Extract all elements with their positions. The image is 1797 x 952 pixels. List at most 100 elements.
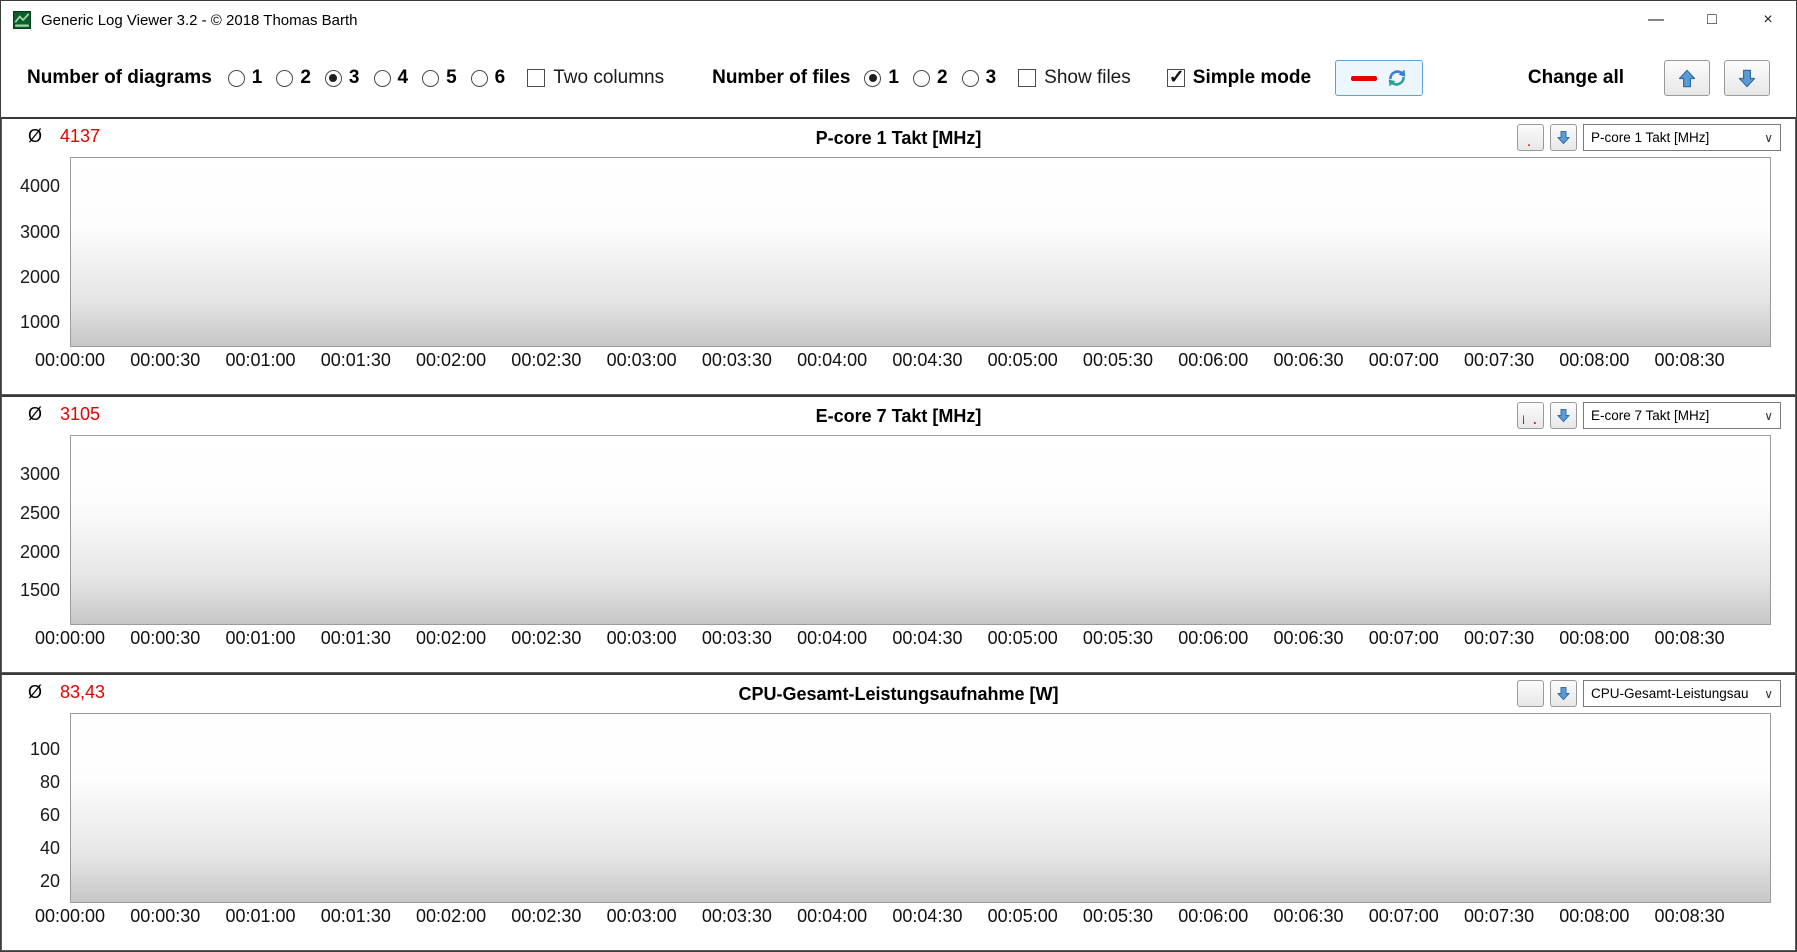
two-columns-label: Two columns	[553, 67, 665, 88]
radio-icon	[422, 69, 440, 87]
average-value: 4137	[60, 126, 101, 146]
y-tick-label: 2000	[19, 267, 60, 288]
average-readout: Ø 3105	[28, 404, 100, 425]
x-tick-label: 00:04:30	[892, 628, 963, 648]
radio-diagrams-4[interactable]: 4	[373, 67, 409, 89]
plot-area	[70, 713, 1771, 903]
two-columns-checkbox[interactable]: Two columns	[527, 67, 664, 89]
radio-label: 5	[446, 67, 457, 88]
checkbox-icon	[527, 69, 546, 87]
panel-header: Ø 3105 E-core 7 Takt [MHz] E-core 7 Takt…	[12, 399, 1785, 433]
data-line	[1523, 415, 1536, 424]
move-up-button[interactable]	[1517, 680, 1544, 707]
radio-diagrams-5[interactable]: 5	[422, 67, 457, 89]
x-tick-label: 00:00:30	[130, 350, 201, 370]
x-tick-label: 00:03:00	[606, 628, 677, 648]
x-tick-label: 00:07:30	[1464, 350, 1535, 370]
radio-icon	[961, 69, 979, 87]
chart-title: P-core 1 Takt [MHz]	[815, 127, 982, 148]
radio-diagrams-6[interactable]: 6	[470, 67, 506, 89]
x-tick-label: 00:08:30	[1654, 906, 1725, 926]
y-tick-label: 80	[39, 772, 60, 793]
average-readout: Ø 4137	[28, 126, 100, 147]
change-all-up-button[interactable]	[1664, 60, 1710, 96]
radio-diagrams-1[interactable]: 1	[227, 67, 262, 89]
x-tick-label: 00:04:00	[797, 906, 868, 926]
x-tick-label: 00:02:00	[416, 350, 487, 370]
x-tick-label: 00:04:30	[892, 350, 963, 370]
radio-files-3[interactable]: 3	[961, 67, 997, 89]
close-button[interactable]: ×	[1740, 1, 1796, 39]
number-of-files-label: Number of files	[712, 67, 851, 88]
x-tick-label: 00:08:00	[1559, 906, 1630, 926]
radio-files-2[interactable]: 2	[913, 67, 948, 89]
x-axis-labels: 00:00:00 00:00:30 00:01:00 00:01:30 00:02:00…	[35, 347, 1771, 375]
x-tick-label: 00:01:00	[225, 628, 296, 648]
average-symbol: Ø	[28, 126, 43, 146]
series-dropdown[interactable]: P-core 1 Takt [MHz] ∨	[1583, 124, 1781, 151]
number-of-diagrams-label: Number of diagrams	[27, 67, 212, 88]
minimize-button[interactable]: —	[1628, 1, 1684, 39]
x-tick-label: 00:07:00	[1368, 906, 1439, 926]
line-chart	[71, 158, 371, 308]
series-dropdown[interactable]: E-core 7 Takt [MHz] ∨	[1583, 402, 1781, 429]
x-tick-label: 00:05:00	[987, 350, 1058, 370]
show-files-checkbox[interactable]: Show files	[1018, 67, 1131, 89]
number-of-files-radio-group: 1 2 3	[864, 67, 996, 89]
x-tick-label: 00:04:30	[892, 906, 963, 926]
chart-area: 1000 2000 3000 4000	[12, 157, 1785, 347]
move-up-button[interactable]	[1517, 124, 1544, 151]
maximize-button[interactable]: □	[1684, 1, 1740, 39]
y-tick-label: 1500	[19, 580, 60, 601]
panel-ecore7: Ø 3105 E-core 7 Takt [MHz] E-core 7 Takt…	[1, 395, 1796, 673]
x-tick-label: 00:01:00	[225, 350, 296, 370]
arrow-down-icon	[1556, 685, 1571, 702]
y-tick-label: 2500	[19, 502, 60, 523]
x-tick-label: 00:06:30	[1273, 350, 1344, 370]
radio-label: 2	[937, 67, 948, 88]
move-up-button[interactable]	[1517, 402, 1544, 429]
y-tick-label: 3000	[19, 463, 60, 484]
simple-mode-label: Simple mode	[1192, 67, 1312, 88]
x-axis-labels: 00:00:00 00:00:30 00:01:00 00:01:30 00:02:00…	[35, 625, 1771, 653]
x-tick-label: 00:07:30	[1464, 906, 1535, 926]
x-tick-label: 00:03:30	[701, 628, 772, 648]
x-tick-label: 00:00:30	[130, 906, 201, 926]
move-down-button[interactable]	[1550, 680, 1577, 707]
x-tick-label: 00:07:30	[1464, 628, 1535, 648]
radio-files-1[interactable]: 1	[864, 67, 899, 89]
arrow-up-icon	[1677, 67, 1697, 90]
x-tick-label: 00:06:00	[1178, 906, 1249, 926]
y-axis-labels: 1000 2000 3000 4000	[12, 157, 70, 347]
x-tick-label: 00:03:30	[701, 350, 772, 370]
y-tick-label: 3000	[19, 221, 60, 242]
radio-diagrams-2[interactable]: 2	[276, 67, 311, 89]
panel-controls: P-core 1 Takt [MHz] ∨	[1517, 124, 1781, 151]
checkbox-icon	[1166, 66, 1185, 89]
radio-icon	[324, 69, 342, 87]
move-down-button[interactable]	[1550, 124, 1577, 151]
change-all-group: Change all	[1528, 60, 1770, 96]
x-tick-label: 00:05:30	[1082, 350, 1154, 370]
average-symbol: Ø	[28, 682, 43, 702]
move-down-button[interactable]	[1550, 402, 1577, 429]
radio-label: 4	[397, 67, 409, 88]
x-tick-label: 00:00:30	[130, 628, 201, 648]
x-tick-label: 00:03:30	[701, 906, 772, 926]
line-style-refresh-button[interactable]	[1335, 60, 1424, 96]
x-tick-label: 00:06:30	[1273, 628, 1344, 648]
y-tick-label: 60	[39, 805, 60, 826]
radio-label: 6	[494, 67, 506, 88]
x-tick-label: 00:06:00	[1178, 628, 1249, 648]
radio-diagrams-3[interactable]: 3	[324, 67, 360, 89]
radio-label: 3	[985, 67, 997, 88]
chevron-down-icon: ∨	[1764, 408, 1773, 423]
radio-label: 1	[888, 67, 899, 88]
x-tick-label: 00:08:00	[1559, 350, 1630, 370]
average-value: 83,43	[60, 682, 106, 702]
simple-mode-checkbox[interactable]: Simple mode	[1166, 66, 1312, 89]
change-all-down-button[interactable]	[1724, 60, 1770, 96]
y-tick-label: 100	[29, 739, 60, 760]
x-tick-label: 00:02:00	[416, 906, 487, 926]
series-dropdown[interactable]: CPU-Gesamt-Leistungsau ∨	[1583, 680, 1781, 707]
